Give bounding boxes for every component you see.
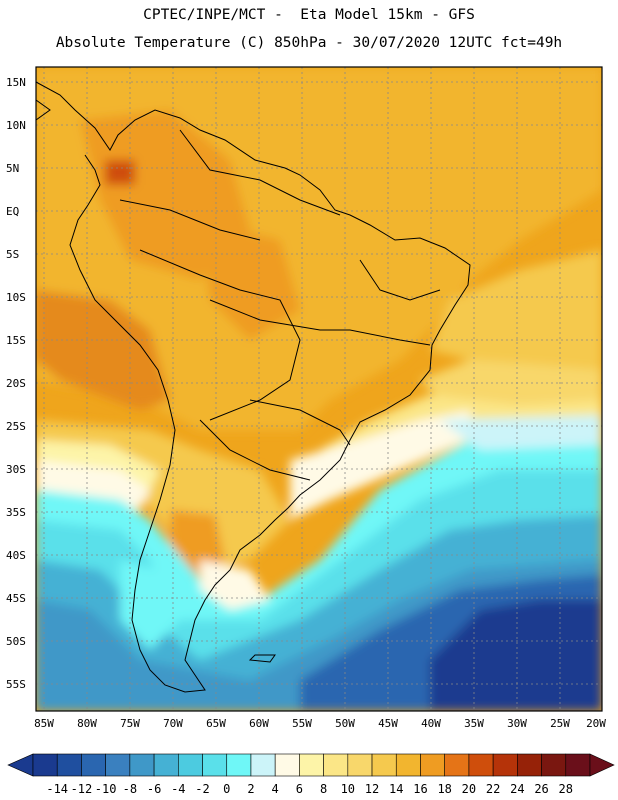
colorbar-swatch xyxy=(81,753,106,777)
colorbar-label: 22 xyxy=(485,782,501,796)
colorbar-label: 12 xyxy=(364,782,380,796)
colorbar-swatch xyxy=(517,753,542,777)
lon-label: 25W xyxy=(550,717,570,730)
lat-label: 5N xyxy=(6,162,20,175)
colorbar-label: -12 xyxy=(70,782,93,796)
lon-label: 75W xyxy=(120,717,140,730)
colorbar-swatch xyxy=(250,753,276,777)
colorbar-swatch xyxy=(371,753,397,777)
lon-label: 70W xyxy=(163,717,183,730)
colorbar-label: 28 xyxy=(558,782,573,796)
lat-label: 25S xyxy=(6,420,26,433)
lat-label: 30S xyxy=(6,463,26,476)
colorbar-label: -4 xyxy=(171,782,186,796)
colorbar-label: 2 xyxy=(247,782,255,796)
lon-label: 50W xyxy=(335,717,355,730)
lon-label: 55W xyxy=(292,717,312,730)
lat-label: 20S xyxy=(6,377,26,390)
colorbar-swatch xyxy=(129,753,155,777)
map-frame xyxy=(35,66,603,712)
temperature-field xyxy=(36,67,602,711)
colorbar-swatch xyxy=(274,753,300,777)
colorbar-label: 16 xyxy=(413,782,428,796)
colorbar-arrow-high xyxy=(589,753,615,777)
colorbar-label: -2 xyxy=(195,782,210,796)
colorbar-swatch xyxy=(395,753,421,777)
colorbar-label: 0 xyxy=(223,782,231,796)
colorbar-swatch xyxy=(32,753,58,777)
lat-label: 5S xyxy=(6,248,20,261)
lon-label: 60W xyxy=(249,717,269,730)
lon-label: 35W xyxy=(464,717,484,730)
colorbar-label: 26 xyxy=(534,782,549,796)
lon-label: 85W xyxy=(34,717,54,730)
colorbar-swatch xyxy=(541,753,567,777)
colorbar-label: 8 xyxy=(319,782,328,796)
colorbar-label: 24 xyxy=(510,782,525,796)
colorbar-swatch xyxy=(323,753,349,777)
colorbar-swatch xyxy=(153,753,179,777)
lon-label: 65W xyxy=(206,717,226,730)
colorbar-swatch xyxy=(202,753,228,777)
colorbar-label: -8 xyxy=(122,782,138,796)
lat-label: 15S xyxy=(6,334,26,347)
lon-label: 30W xyxy=(507,717,527,730)
lat-lon-grid xyxy=(36,67,602,711)
lon-label: 40W xyxy=(421,717,441,730)
colorbar-label: -6 xyxy=(146,782,162,796)
lat-label: 45S xyxy=(6,592,26,605)
colorbar-label: 20 xyxy=(461,782,477,796)
colorbar-label: -14 xyxy=(46,782,69,796)
lat-label: 15N xyxy=(6,76,26,89)
colorbar-swatch xyxy=(105,753,131,777)
lat-label: 50S xyxy=(6,635,26,648)
colorbar-swatch xyxy=(178,753,203,777)
colorbar-arrow-low xyxy=(7,753,34,777)
colorbar-label: 4 xyxy=(271,782,279,796)
colorbar-swatch xyxy=(347,753,373,777)
map-title: CPTEC/INPE/MCT - Eta Model 15km - GFS xyxy=(143,7,475,23)
colorbar-label: 18 xyxy=(437,782,452,796)
coastlines xyxy=(36,81,471,693)
lon-label: 20W xyxy=(586,717,606,730)
lat-label: 55S xyxy=(6,678,26,691)
colorbar-swatch xyxy=(492,753,518,777)
colorbar-label: 14 xyxy=(389,782,404,796)
colorbar-swatch xyxy=(56,753,82,777)
lat-label: 10S xyxy=(6,291,26,304)
colorbar-swatch xyxy=(299,753,324,777)
lat-label: 40S xyxy=(6,549,26,562)
colorbar-label: 6 xyxy=(295,782,303,796)
colorbar-label: -10 xyxy=(94,782,117,796)
colorbar-swatch xyxy=(565,753,591,777)
map-subtitle: Absolute Temperature (C) 850hPa - 30/07/… xyxy=(55,35,563,51)
colorbar-swatch xyxy=(444,753,470,777)
lat-label: 35S xyxy=(6,506,26,519)
colorbar-swatch xyxy=(468,753,494,777)
lon-label: 80W xyxy=(77,717,97,730)
colorbar-swatch xyxy=(420,753,445,777)
colorbar-swatch xyxy=(226,753,252,777)
lat-label: 10N xyxy=(6,119,26,132)
colorbar-label: 10 xyxy=(340,782,356,796)
lon-label: 45W xyxy=(378,717,398,730)
colorbar xyxy=(7,753,615,777)
lat-label: EQ xyxy=(6,205,20,218)
